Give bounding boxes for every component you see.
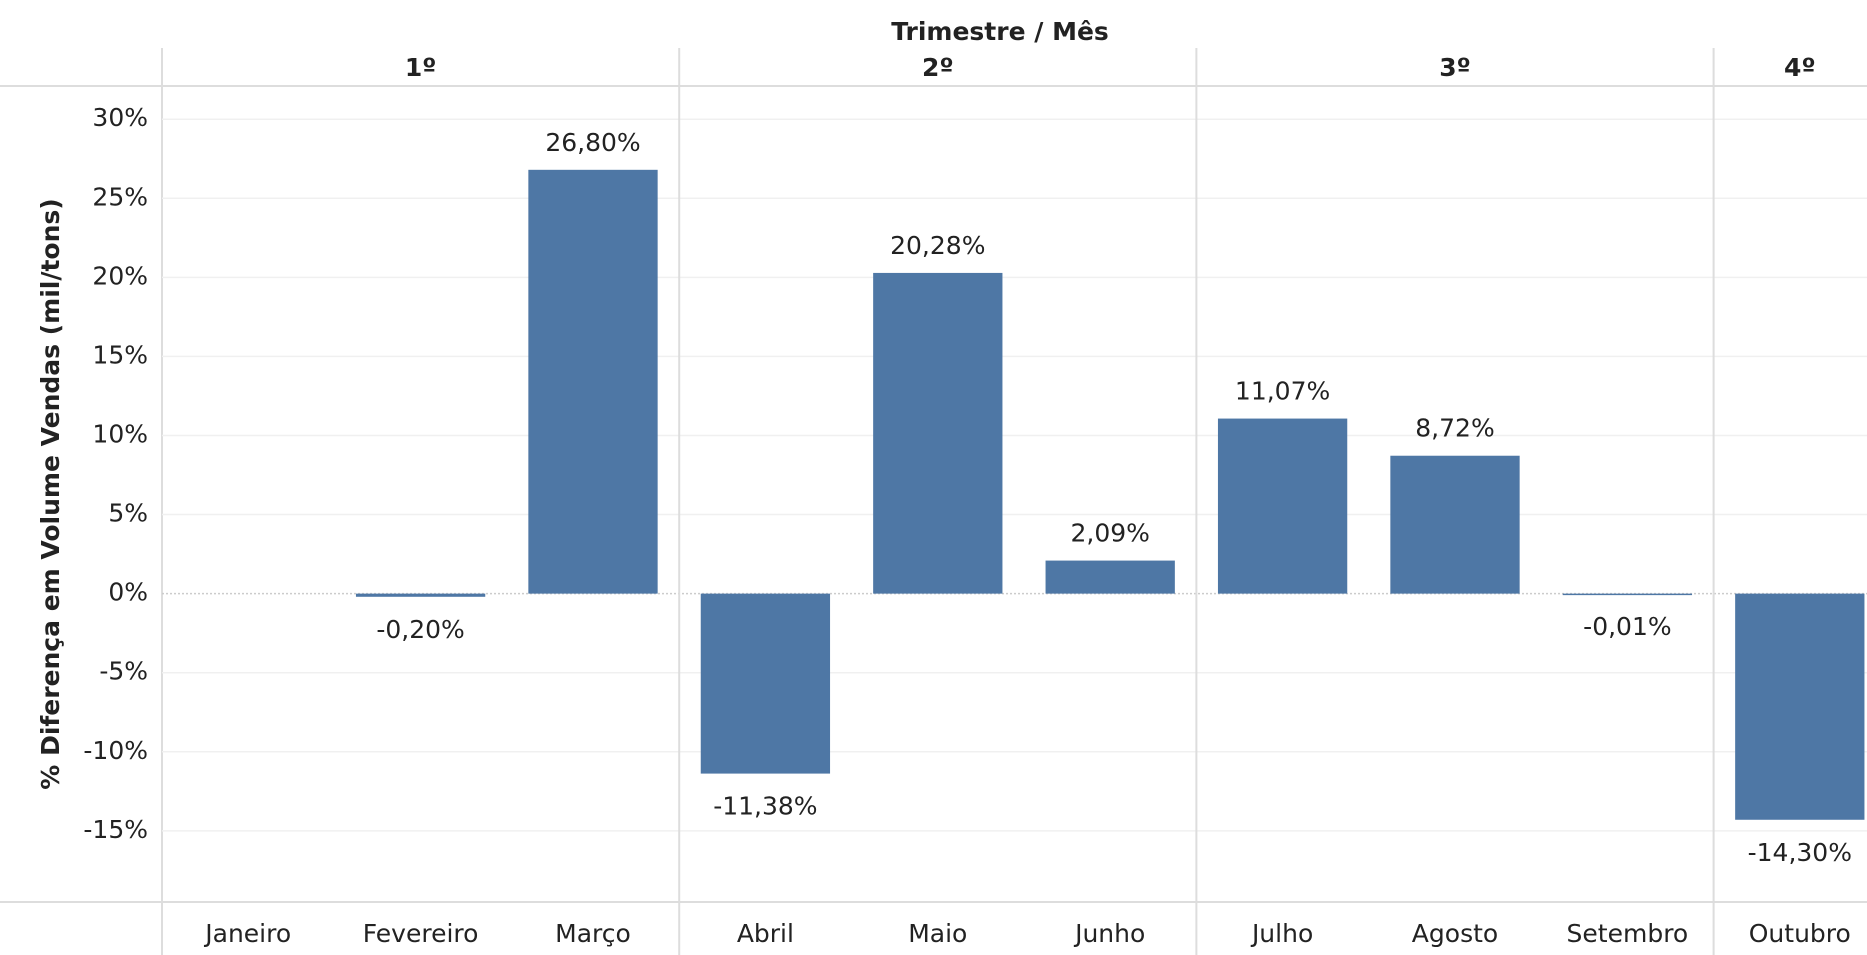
- chart-title: Trimestre / Mês: [891, 17, 1109, 46]
- quarter-label: 1º: [405, 53, 437, 82]
- value-label: 20,28%: [890, 231, 985, 260]
- bar: [528, 169, 658, 594]
- value-label: -0,20%: [376, 615, 464, 644]
- y-tick-label: 20%: [92, 261, 148, 290]
- y-tick-label: 10%: [92, 419, 148, 448]
- x-tick-label: Junho: [1073, 919, 1145, 948]
- y-tick-label: 0%: [108, 578, 148, 607]
- bar: [873, 272, 1003, 594]
- value-label: -0,01%: [1583, 612, 1671, 641]
- bar: [700, 593, 831, 774]
- x-tick-label: Agosto: [1412, 919, 1498, 948]
- x-tick-label: Julho: [1250, 919, 1313, 948]
- x-tick-label: Janeiro: [203, 919, 291, 948]
- x-tick-label: Maio: [908, 919, 967, 948]
- x-tick-label: Fevereiro: [363, 919, 479, 948]
- x-tick-label: Abril: [737, 919, 794, 948]
- x-tick-label: Outubro: [1749, 919, 1851, 948]
- x-tick-label: Março: [555, 919, 631, 948]
- y-tick-label: 15%: [92, 340, 148, 369]
- quarter-label: 4º: [1784, 53, 1816, 82]
- value-label: 2,09%: [1070, 519, 1149, 548]
- bar: [355, 593, 486, 597]
- quarter-label: 2º: [922, 53, 954, 82]
- value-label: 11,07%: [1235, 377, 1330, 406]
- y-tick-label: -10%: [83, 736, 148, 765]
- y-tick-label: 25%: [92, 182, 148, 211]
- y-tick-label: -5%: [99, 657, 148, 686]
- bar: [1217, 418, 1348, 594]
- bar: [1735, 593, 1865, 820]
- y-tick-label: -15%: [83, 815, 148, 844]
- quarter-label: 3º: [1439, 53, 1471, 82]
- value-label: -11,38%: [713, 792, 817, 821]
- y-axis-label: % Diferença em Volume Vendas (mil/tons): [36, 198, 65, 789]
- bar: [1045, 560, 1175, 594]
- bar: [1390, 455, 1520, 594]
- y-tick-label: 5%: [108, 499, 148, 528]
- y-tick-label: 30%: [92, 103, 148, 132]
- bar: [1562, 593, 1693, 596]
- value-label: 26,80%: [545, 128, 640, 157]
- x-tick-label: Setembro: [1567, 919, 1689, 948]
- value-label: -14,30%: [1748, 838, 1852, 867]
- value-label: 8,72%: [1415, 414, 1494, 443]
